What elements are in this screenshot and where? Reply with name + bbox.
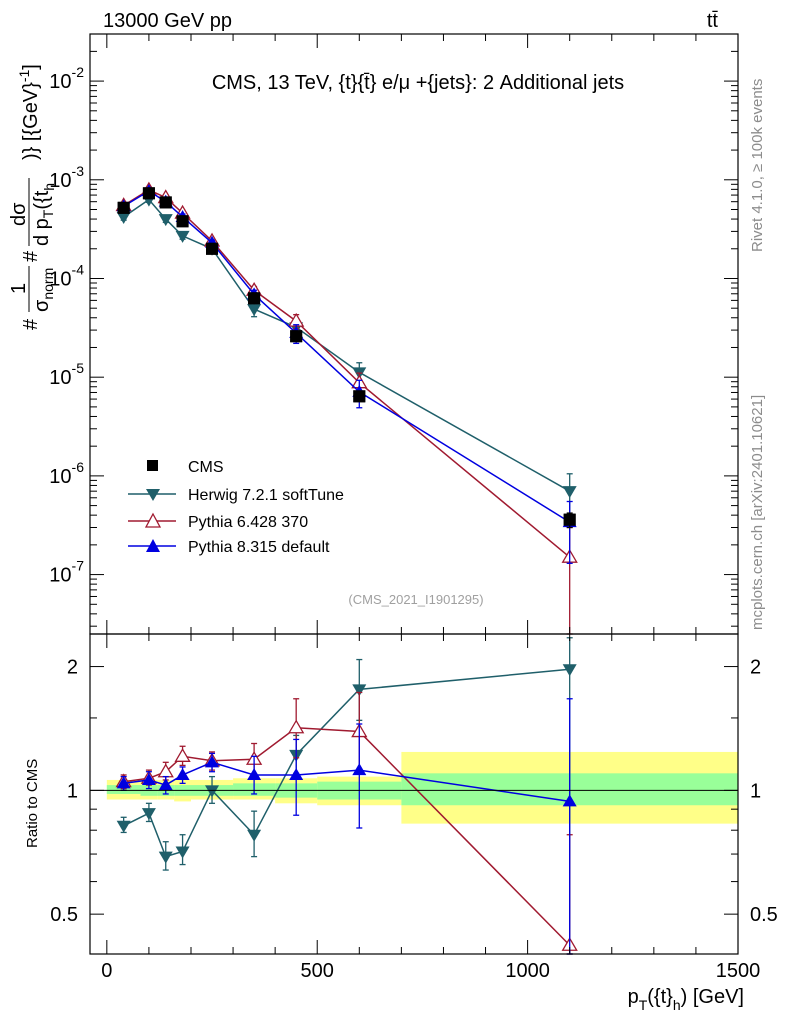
ratio-point-herwig — [116, 820, 131, 833]
main-point-herwig — [247, 304, 262, 317]
main-y-tick-label: 10-7 — [49, 558, 84, 587]
main-y-tick-label: 10-2 — [49, 64, 84, 93]
ratio-point-herwig — [562, 664, 577, 677]
side-label-bottom: mcplots.cern.ch [arXiv:2401.10621] — [749, 395, 766, 630]
main-point-cms-top — [353, 390, 366, 403]
main-point-cms-top — [117, 201, 130, 214]
legend-marker-pythia6 — [144, 512, 162, 528]
main-point-cms-top — [159, 196, 172, 209]
side-label-top: Rivet 4.1.0, ≥ 100k events — [749, 79, 766, 252]
main-y-tick-exponent: -2 — [72, 64, 85, 80]
svg-text:d pT({th: d pT({th — [31, 183, 57, 246]
ratio-point-pythia8 — [352, 763, 367, 776]
ratio-panel-axes: 0.5 0.5 1 1 2 2 0 500 1000 1500 — [50, 634, 778, 982]
x-tick-label: 500 — [301, 960, 334, 982]
legend: CMS Herwig 7.2.1 softTune Pythia 6.428 3… — [128, 459, 344, 556]
ratio-y-tick-label: 2 — [67, 657, 78, 679]
ratio-point-pythia8 — [205, 755, 220, 768]
legend-marker-pythia8 — [146, 539, 160, 552]
ratio-point-pythia8 — [141, 772, 156, 785]
legend-label-pythia8: Pythia 8.315 default — [188, 539, 330, 556]
ratio-point-pythia8 — [116, 776, 131, 789]
ratio-y-tick-label-right: 2 — [750, 657, 761, 679]
analysis-id: (CMS_2021_I1901295) — [348, 592, 483, 607]
main-y-tick-exponent: -7 — [72, 558, 85, 574]
ratio-point-herwig — [158, 851, 173, 864]
svg-text:#: # — [20, 318, 42, 330]
ratio-point-herwig — [141, 808, 156, 821]
legend-marker-herwig — [146, 489, 160, 501]
ratio-y-tick-label-right: 0.5 — [750, 904, 778, 926]
ratio-point-pythia6 — [288, 719, 305, 734]
main-point-herwig — [116, 211, 131, 224]
x-axis-label: pT({t}h) [GeV] — [628, 986, 744, 1013]
main-point-herwig — [158, 214, 173, 227]
main-y-tick-label: 10-5 — [49, 360, 84, 389]
ratio-point-pythia8 — [175, 767, 190, 780]
main-y-tick-label: 10-6 — [49, 459, 84, 488]
x-tick-label: 1000 — [505, 960, 550, 982]
ratio-panel-frame — [89, 633, 739, 955]
main-point-cms-top — [176, 215, 189, 228]
ratio-point-pythia8 — [247, 767, 262, 780]
ratio-point-herwig — [175, 846, 190, 859]
legend-label-herwig: Herwig 7.2.1 softTune — [188, 487, 344, 504]
main-y-axis-label: # 1 σnorm # dσ d pT({th )} [{GeV}-1] — [8, 64, 57, 330]
main-point-cms-top — [248, 292, 261, 305]
header-left: 13000 GeV pp — [103, 10, 232, 32]
legend-entry-cms: CMS — [147, 459, 224, 476]
ratio-point-pythia8 — [158, 778, 173, 791]
legend-entry-pythia6: Pythia 6.428 370 — [128, 512, 308, 531]
legend-entry-pythia8: Pythia 8.315 default — [128, 539, 330, 556]
svg-text:#: # — [20, 250, 42, 262]
ratio-y-axis-label: Ratio to CMS — [24, 759, 41, 848]
ratio-y-tick-label: 0.5 — [50, 904, 78, 926]
legend-label-pythia6: Pythia 6.428 370 — [188, 514, 308, 531]
main-panel-series — [115, 181, 578, 635]
main-y-tick-exponent: -6 — [72, 459, 85, 475]
x-tick-label: 0 — [101, 960, 112, 982]
main-point-cms-top — [142, 187, 155, 200]
legend-entry-herwig: Herwig 7.2.1 softTune — [128, 487, 344, 504]
ratio-point-pythia6 — [174, 748, 191, 762]
legend-marker-cms — [147, 460, 158, 471]
ratio-point-pythia8 — [289, 767, 304, 780]
svg-text:dσ: dσ — [8, 202, 30, 226]
legend-label-cms: CMS — [188, 459, 224, 476]
ratio-point-herwig — [247, 829, 262, 842]
main-y-tick-exponent: -4 — [72, 261, 85, 277]
main-point-cms-top — [290, 330, 303, 343]
ratio-point-pythia8 — [562, 794, 577, 807]
main-y-tick-exponent: -3 — [72, 163, 85, 179]
chart-title: CMS, 13 TeV, {t}{t̄} e/μ +{jets}: 2 Addi… — [212, 72, 624, 94]
main-point-herwig — [562, 486, 577, 499]
ratio-point-herwig — [352, 684, 367, 697]
header-right: tt̄ — [707, 10, 719, 32]
main-point-cms-top — [563, 513, 576, 526]
ratio-point-herwig — [205, 785, 220, 798]
main-y-tick-exponent: -5 — [72, 360, 85, 376]
ratio-y-tick-label-right: 1 — [750, 780, 761, 802]
ratio-y-tick-label: 1 — [67, 780, 78, 802]
svg-text:σnorm: σnorm — [31, 268, 56, 312]
svg-text:1: 1 — [8, 283, 30, 294]
main-line-herwig — [123, 198, 571, 492]
main-point-cms-top — [206, 242, 219, 255]
svg-text:)} [{GeV}-1]: )} [{GeV}-1] — [16, 64, 42, 160]
main-point-herwig — [175, 230, 190, 243]
x-tick-label: 1500 — [716, 960, 761, 982]
